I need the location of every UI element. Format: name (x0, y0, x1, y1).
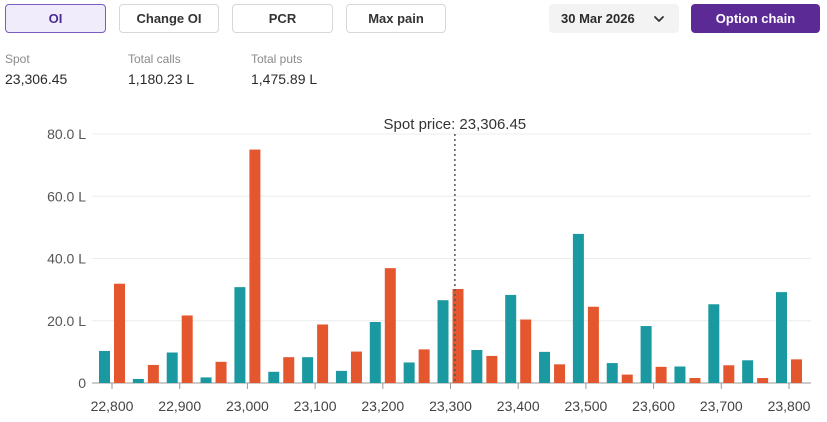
calls-bar (166, 352, 178, 383)
puts-bar (689, 378, 701, 383)
puts-bar (249, 149, 261, 383)
puts-bar (723, 365, 735, 383)
calls-bar (369, 321, 381, 383)
calls-bar (132, 378, 144, 383)
oi-bar-chart: 0 20.0 L 40.0 L 60.0 L 80.0 L 22,800 22,900 23,… (47, 116, 811, 414)
calls-bar (505, 294, 517, 383)
x-tick-label: 23,200 (361, 398, 404, 414)
puts-bar (317, 324, 329, 383)
puts-bar (350, 351, 362, 383)
puts-bar (587, 306, 599, 383)
total-puts-value: 1,475.89 L (251, 71, 318, 87)
puts-bar (486, 355, 498, 383)
x-tick-label: 23,800 (768, 398, 811, 414)
expiry-date-select[interactable]: 30 Mar 2026 (549, 4, 679, 33)
x-tick-label: 22,800 (91, 398, 134, 414)
calls-bar (99, 350, 110, 383)
x-tick-label: 23,000 (226, 398, 269, 414)
spot-label: Spot (5, 52, 30, 66)
puts-bar (621, 374, 633, 383)
calls-bar (335, 370, 347, 383)
y-tick-label: 60.0 L (47, 188, 86, 204)
puts-bar (384, 268, 396, 383)
calls-bar (471, 350, 483, 383)
tab-oi[interactable]: OI (5, 4, 106, 33)
x-tick-label: 23,400 (497, 398, 540, 414)
calls-bar (234, 287, 246, 383)
expiry-date-value: 30 Mar 2026 (561, 11, 635, 26)
calls-bar (640, 326, 652, 383)
total-calls-label: Total calls (128, 52, 181, 66)
chevron-down-icon (654, 16, 664, 22)
y-tick-label: 20.0 L (47, 313, 86, 329)
calls-bar (268, 371, 280, 383)
x-tick-label: 23,100 (294, 398, 337, 414)
puts-bar (791, 359, 802, 383)
puts-bar (114, 283, 125, 383)
y-tick-label: 0 (78, 375, 86, 391)
puts-bar (283, 357, 295, 383)
puts-bar (147, 364, 159, 383)
calls-bar (403, 362, 415, 383)
tab-pcr[interactable]: PCR (232, 4, 333, 33)
calls-bar (776, 292, 787, 383)
calls-bar (742, 360, 754, 383)
puts-bar (554, 364, 566, 383)
puts-bar (520, 319, 532, 383)
puts-bar (655, 366, 667, 383)
total-puts-stat: Total puts 1,475.89 L (251, 52, 317, 87)
y-tick-label: 80.0 L (47, 126, 86, 142)
x-tick-label: 23,500 (564, 398, 607, 414)
spot-value: 23,306.45 (5, 71, 68, 87)
calls-bar (539, 351, 551, 383)
calls-bar (572, 233, 584, 383)
total-puts-label: Total puts (251, 52, 303, 66)
spot-price-annotation: Spot price: 23,306.45 (384, 116, 527, 133)
calls-bar (437, 300, 449, 383)
calls-bar (708, 304, 720, 383)
x-tick-label: 22,900 (158, 398, 201, 414)
puts-bar (181, 315, 193, 383)
spot-stat: Spot 23,306.45 (5, 52, 67, 87)
x-tick-label: 23,300 (429, 398, 472, 414)
calls-bar (302, 357, 314, 383)
calls-bar (200, 377, 212, 383)
total-calls-value: 1,180.23 L (128, 71, 195, 87)
calls-bar (606, 363, 618, 383)
puts-bar (452, 289, 464, 383)
calls-bar (674, 366, 686, 383)
total-calls-stat: Total calls 1,180.23 L (128, 52, 194, 87)
y-tick-label: 40.0 L (47, 251, 86, 267)
tab-change-oi[interactable]: Change OI (119, 4, 219, 33)
option-chain-button[interactable]: Option chain (691, 4, 820, 33)
x-tick-label: 23,700 (700, 398, 743, 414)
x-tick-label: 23,600 (632, 398, 675, 414)
puts-bar (418, 349, 430, 383)
chart-tabs: OI Change OI PCR Max pain (5, 4, 446, 33)
puts-bar (757, 378, 769, 383)
puts-bar (215, 361, 227, 383)
tab-max-pain[interactable]: Max pain (346, 4, 446, 33)
